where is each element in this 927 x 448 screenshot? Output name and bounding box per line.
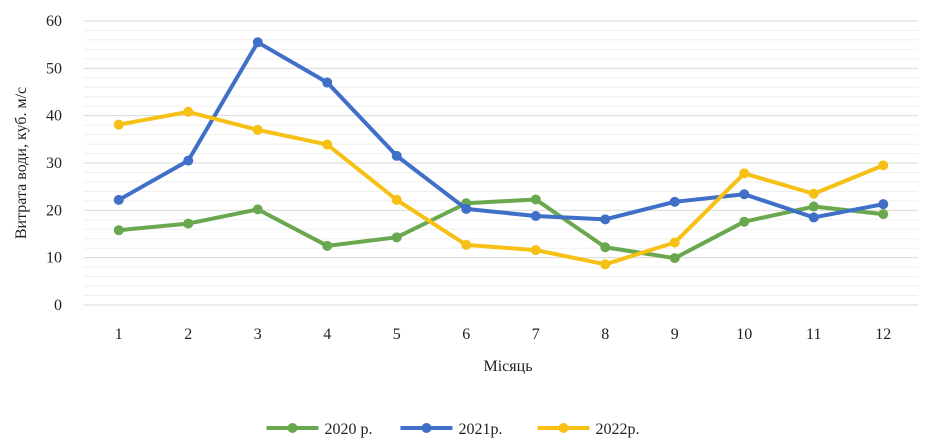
data-point: [739, 168, 750, 179]
data-point: [530, 245, 541, 256]
data-point: [391, 150, 402, 161]
data-point: [183, 218, 194, 229]
x-tick-label: 12: [875, 326, 891, 343]
data-point: [530, 211, 541, 222]
legend-item: 2020 р.: [266, 421, 373, 438]
x-tick-label: 8: [601, 326, 609, 343]
x-tick-label: 2: [184, 326, 192, 343]
legend-swatch-marker: [558, 423, 569, 433]
y-axis-ticks: 0 10 20 30 40 50 60: [46, 13, 62, 314]
data-point: [461, 203, 472, 214]
data-point: [878, 209, 889, 220]
legend-label: 2022р.: [596, 421, 640, 438]
x-tick-label: 7: [532, 326, 540, 343]
series-line: [116, 197, 886, 261]
series-2022: [113, 106, 889, 270]
y-tick-label: 40: [46, 108, 62, 125]
x-tick-label: 4: [323, 326, 331, 343]
data-point: [252, 37, 263, 48]
data-point: [252, 204, 263, 215]
x-tick-label: 9: [671, 326, 679, 343]
legend-swatch-marker: [287, 423, 298, 433]
data-point: [183, 106, 194, 117]
x-tick-label: 10: [736, 326, 752, 343]
legend-swatch-marker: [421, 423, 432, 433]
data-point: [461, 239, 472, 250]
x-axis-label: Місяць: [484, 358, 533, 375]
series-group: [113, 37, 889, 270]
data-point: [878, 199, 889, 210]
data-point: [600, 242, 611, 253]
legend: 2020 р. 2021р. 2022р.: [266, 421, 640, 438]
legend-label: 2020 р.: [325, 421, 373, 438]
data-point: [322, 139, 333, 150]
x-tick-label: 6: [462, 326, 470, 343]
data-point: [600, 214, 611, 225]
x-tick-label: 11: [806, 326, 821, 343]
data-point: [669, 253, 680, 264]
legend-item: 2021р.: [400, 421, 503, 438]
data-point: [391, 194, 402, 205]
legend-item: 2022р.: [537, 421, 640, 438]
data-point: [391, 232, 402, 243]
series-2020: [113, 194, 889, 264]
x-tick-label: 1: [115, 326, 123, 343]
data-point: [808, 212, 819, 223]
series-line: [116, 40, 886, 222]
data-point: [600, 259, 611, 270]
x-tick-label: 5: [393, 326, 401, 343]
y-axis-label: Витрата води, куб. м/с: [13, 87, 30, 239]
data-point: [322, 240, 333, 251]
y-tick-label: 50: [46, 60, 62, 77]
data-point: [808, 188, 819, 199]
data-point: [113, 225, 124, 236]
data-point: [183, 155, 194, 166]
y-tick-label: 60: [46, 13, 62, 30]
x-tick-label: 3: [254, 326, 262, 343]
data-point: [878, 160, 889, 171]
series-line: [116, 109, 886, 267]
y-tick-label: 20: [46, 202, 62, 219]
data-point: [739, 189, 750, 200]
data-point: [739, 216, 750, 227]
series-2021: [113, 37, 889, 225]
legend-label: 2021р.: [459, 421, 503, 438]
data-point: [808, 201, 819, 212]
y-tick-label: 10: [46, 250, 62, 267]
data-point: [669, 237, 680, 248]
y-tick-label: 0: [54, 297, 62, 314]
data-point: [322, 77, 333, 88]
data-point: [530, 194, 541, 205]
data-point: [252, 124, 263, 135]
data-point: [669, 196, 680, 207]
y-tick-label: 30: [46, 155, 62, 172]
data-point: [113, 119, 124, 130]
gridlines: [84, 20, 918, 306]
x-axis-ticks: 1 2 3 4 5 6 7 8 9 10 11 12: [115, 326, 892, 343]
data-point: [113, 194, 124, 205]
